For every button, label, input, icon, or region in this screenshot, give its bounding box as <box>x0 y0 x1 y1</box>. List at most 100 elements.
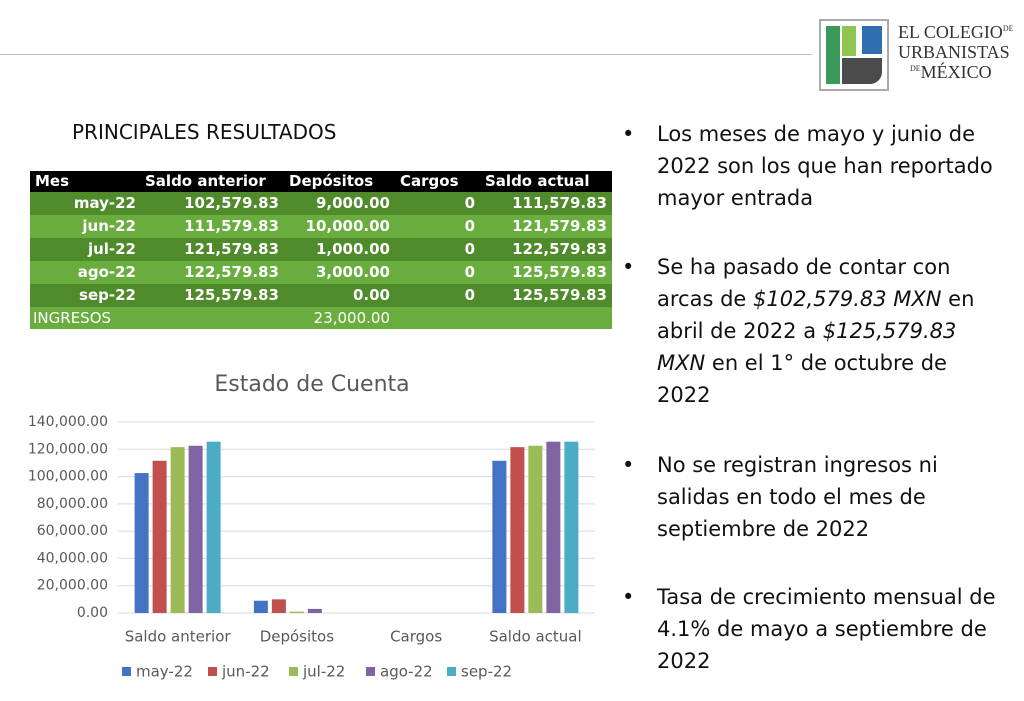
table-row: ago-22 122,579.83 3,000.00 0 125,579.83 <box>30 261 612 284</box>
table-cell: 125,579.83 <box>512 263 607 281</box>
table-cell: jul-22 <box>87 240 136 258</box>
bullet-dot: • <box>622 255 635 279</box>
table-cell: sep-22 <box>79 286 136 304</box>
bar <box>510 447 525 613</box>
text-segment: No se registran ingresos ni salidas en t… <box>657 453 938 541</box>
x-tick-label: Cargos <box>390 628 442 646</box>
section-title: PRINCIPALES RESULTADOS <box>72 120 337 144</box>
legend-swatch <box>208 667 217 676</box>
logo-shape <box>862 26 882 54</box>
y-tick-label: 40,000.00 <box>37 550 108 566</box>
header-cell: Depósitos <box>289 172 374 190</box>
table-cell: 125,579.83 <box>184 286 279 304</box>
bar <box>492 460 507 613</box>
bar <box>289 611 304 613</box>
y-tick-label: 120,000.00 <box>28 441 108 457</box>
logo-text: EL COLEGIODE <box>898 22 1014 42</box>
table-cell: 10,000.00 <box>305 217 390 235</box>
table-cell: 122,579.83 <box>512 240 607 258</box>
logo-line: MÉXICO <box>921 61 992 82</box>
bullet-dot: • <box>622 453 635 477</box>
text-segment: $102,579.83 MXN <box>753 287 942 311</box>
bar <box>152 460 167 613</box>
y-tick-label: 140,000.00 <box>28 414 108 430</box>
table-cell: 0 <box>464 194 475 212</box>
y-tick-label: 20,000.00 <box>37 578 108 594</box>
bar <box>134 473 149 613</box>
table-row: sep-22 125,579.83 0.00 0 125,579.83 <box>30 284 612 307</box>
bar <box>188 445 203 613</box>
table-cell: 9,000.00 <box>315 194 390 212</box>
text-segment: Se ha pasado de contar con arcas de <box>657 255 951 311</box>
bullet: • Tasa de crecimiento mensual de 4.1% de … <box>622 581 1002 677</box>
logo-small: DE <box>910 64 921 73</box>
table-cell: 111,579.83 <box>184 217 279 235</box>
bullet-text: No se registran ingresos ni salidas en t… <box>657 449 1002 545</box>
text-segment: Los meses de mayo y junio de 2022 son lo… <box>657 122 993 210</box>
text-segment: en abril de 2022 a <box>657 287 975 343</box>
text-segment: en el 1° de octubre de 2022 <box>657 351 947 407</box>
bar <box>307 608 322 613</box>
table-cell: 0 <box>464 240 475 258</box>
table-cell: ago-22 <box>77 263 136 281</box>
text-segment: Tasa de crecimiento mensual de 4.1% de m… <box>657 585 996 673</box>
legend-label: jul-22 <box>302 663 345 681</box>
footer-label: INGRESOS <box>33 309 112 327</box>
footer-total: 23,000.00 <box>313 309 390 327</box>
table-row: jul-22 121,579.83 1,000.00 0 122,579.83 <box>30 238 612 261</box>
legend-swatch <box>366 667 375 676</box>
logo-line: EL COLEGIO <box>898 22 1003 42</box>
bullet-dot: • <box>622 585 635 609</box>
logo-shape <box>842 58 882 84</box>
logo-shape <box>826 26 840 84</box>
chart-title: Estado de Cuenta <box>214 372 409 397</box>
y-tick-label: 60,000.00 <box>37 523 108 539</box>
table-footer: INGRESOS 23,000.00 <box>30 307 612 329</box>
table-cell: 111,579.83 <box>512 194 607 212</box>
legend-label: ago-22 <box>380 663 433 681</box>
legend-swatch <box>122 667 131 676</box>
table-cell: 0.00 <box>352 286 390 304</box>
logo-line: URBANISTAS <box>898 42 1010 62</box>
bar <box>528 445 543 613</box>
bar <box>206 441 221 613</box>
table-cell: 0 <box>464 286 475 304</box>
bullet: • Se ha pasado de contar con arcas de $10… <box>622 251 1002 411</box>
legend-swatch <box>447 667 456 676</box>
table-cell: 0 <box>464 263 475 281</box>
legend-label: sep-22 <box>461 663 512 681</box>
y-tick-label: 0.00 <box>77 605 108 621</box>
legend-label: may-22 <box>136 663 193 681</box>
x-tick-label: Saldo actual <box>489 628 582 646</box>
bar <box>564 441 579 613</box>
logo-shape <box>842 26 856 56</box>
results-table: Mes Saldo anterior Depósitos Cargos Saldo ac… <box>30 171 612 329</box>
table-cell: 121,579.83 <box>184 240 279 258</box>
header-cell: Saldo actual <box>485 172 590 190</box>
y-tick-label: 100,000.00 <box>28 469 108 485</box>
logo-text: DEMÉXICO <box>910 61 992 82</box>
table-cell: 3,000.00 <box>315 263 390 281</box>
logo-small: DE <box>1003 24 1014 33</box>
logo: EL COLEGIODE URBANISTAS DEMÉXICO <box>819 19 1014 91</box>
x-tick-label: Depósitos <box>260 628 335 646</box>
header-cell: Cargos <box>400 172 459 190</box>
table-cell: 121,579.83 <box>512 217 607 235</box>
legend-label: jun-22 <box>221 663 270 681</box>
table-header: Mes Saldo anterior Depósitos Cargos Saldo ac… <box>30 171 612 192</box>
bar <box>546 441 561 613</box>
table-row: jun-22 111,579.83 10,000.00 0 121,579.83 <box>30 215 612 238</box>
bar <box>253 600 268 613</box>
bullet-dot: • <box>622 122 635 146</box>
text-segment: $125,579.83 MXN <box>657 319 957 375</box>
legend-swatch <box>289 667 298 676</box>
table-cell: 102,579.83 <box>184 194 279 212</box>
table-row: may-22 102,579.83 9,000.00 0 111,579.83 <box>30 192 612 215</box>
bar <box>170 447 185 613</box>
bullet: • No se registran ingresos ni salidas en … <box>622 449 1002 545</box>
header-cell: Mes <box>35 172 70 190</box>
bullet-text: Tasa de crecimiento mensual de 4.1% de m… <box>657 581 1002 677</box>
bullet-text: Los meses de mayo y junio de 2022 son lo… <box>657 118 1002 214</box>
table-cell: 1,000.00 <box>315 240 390 258</box>
